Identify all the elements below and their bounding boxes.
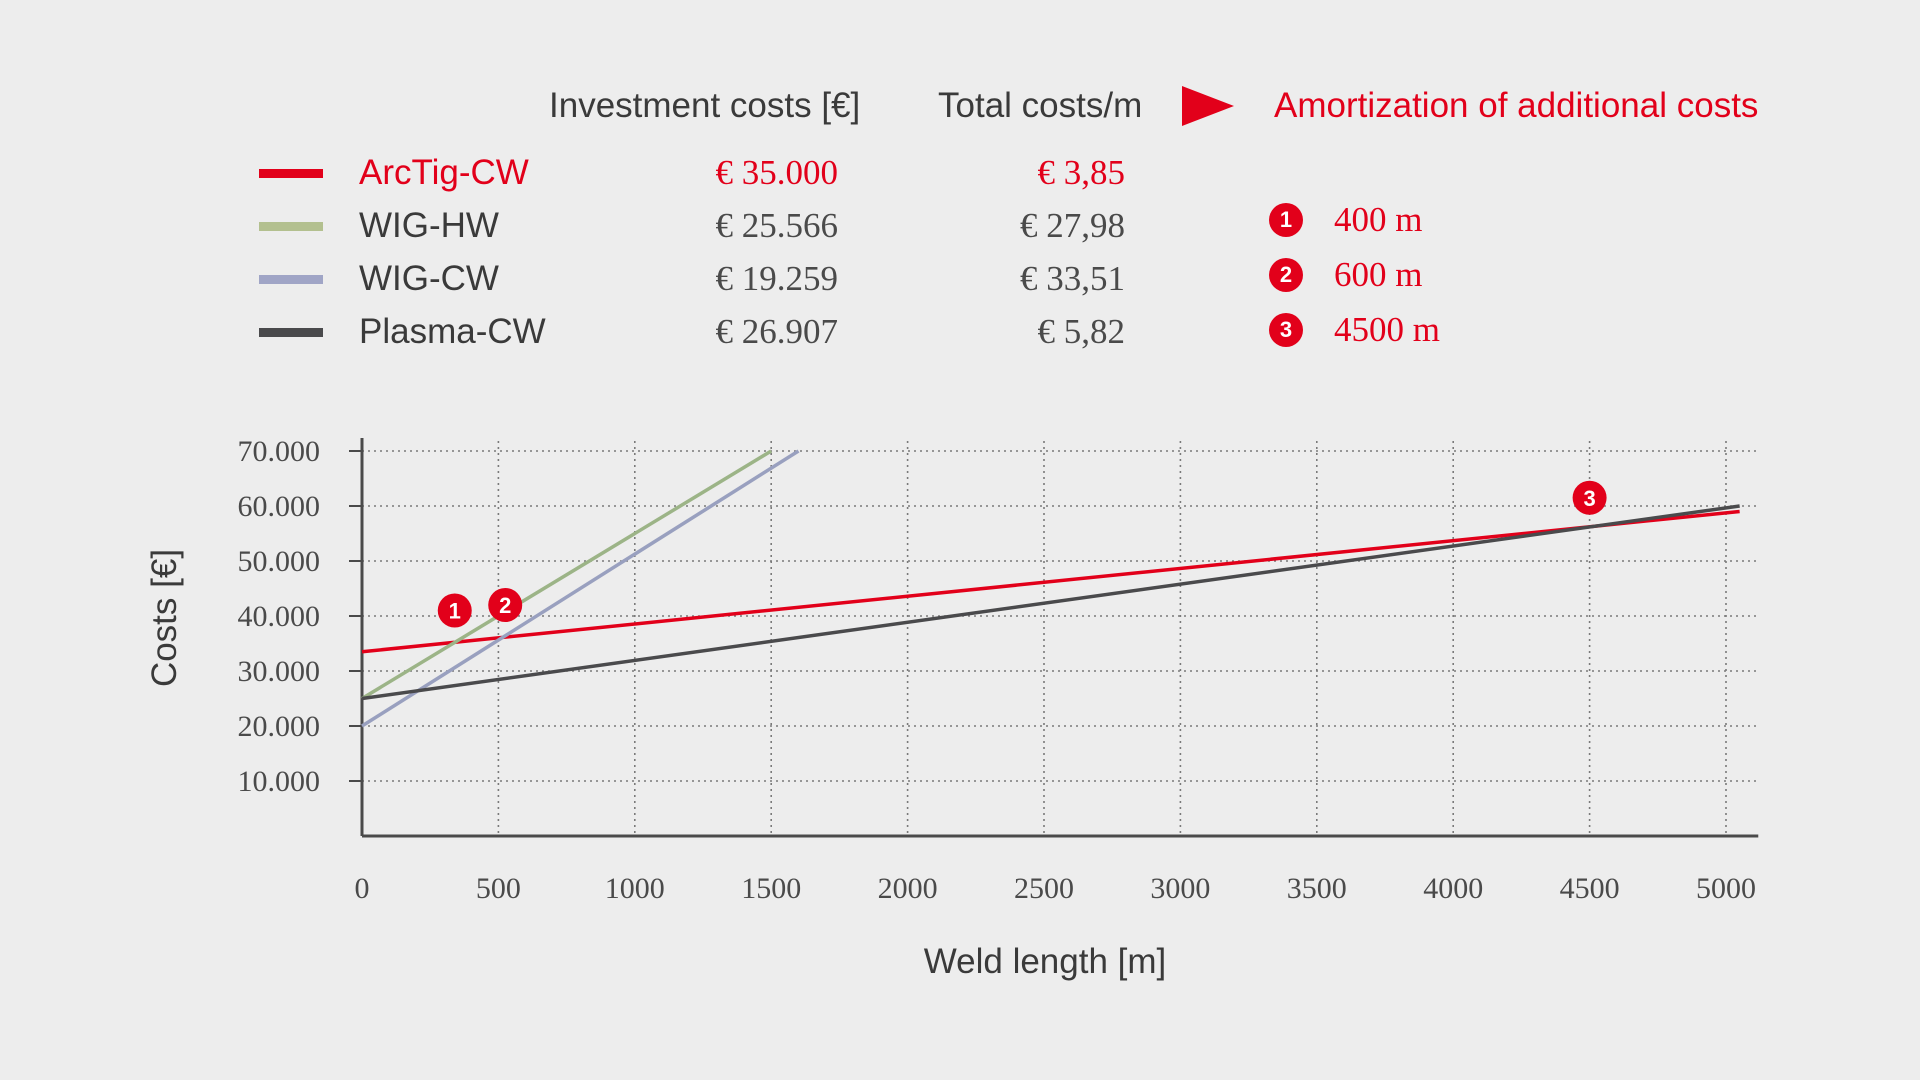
legend-row-wig-hw: WIG-HW € 25.566 € 27,98	[0, 200, 1920, 252]
number-badge-icon: 2	[1269, 258, 1303, 292]
x-tick-label: 4500	[1560, 872, 1620, 905]
play-arrow-icon	[1182, 86, 1234, 126]
marker-badge-icon	[437, 593, 472, 628]
x-axis-title: Weld length [m]	[923, 942, 1167, 981]
x-tick-label: 5000	[1696, 872, 1756, 905]
series-line-wig-cw	[361, 449, 800, 728]
legend-investment-value: € 25.566	[715, 206, 839, 245]
legend-investment-value: € 26.907	[715, 312, 839, 351]
number-badge-icon: 1	[1269, 203, 1303, 237]
y-tick-label: 40.000	[238, 600, 321, 633]
x-tick-label: 500	[476, 872, 521, 905]
series-line-plasma-cw	[361, 504, 1740, 701]
total-costs-header: Total costs/m	[938, 86, 1143, 125]
marker-badge-icon	[1572, 480, 1607, 515]
y-tick-label: 60.000	[238, 490, 321, 523]
legend-total-value: € 33,51	[1020, 259, 1125, 298]
y-tick-label: 20.000	[238, 710, 321, 743]
y-tick-label: 50.000	[238, 545, 321, 578]
series-line-arctig-cw	[361, 509, 1740, 654]
investment-costs-header: Investment costs [€]	[549, 86, 861, 125]
legend-investment-value: € 19.259	[715, 259, 839, 298]
legend-swatch	[259, 275, 323, 284]
x-tick-label: 4000	[1423, 872, 1483, 905]
legend-swatch	[259, 328, 323, 337]
legend-series-name: WIG-CW	[359, 259, 499, 298]
y-axis-title: Costs [€]	[145, 548, 184, 688]
y-tick-label: 30.000	[238, 655, 321, 688]
amortization-value: 600 m	[1334, 255, 1423, 294]
amortization-value: 400 m	[1334, 200, 1423, 239]
amortization-value: 4500 m	[1334, 310, 1440, 349]
legend-investment-value: € 35.000	[715, 153, 839, 192]
marker-label: 1	[449, 599, 461, 624]
legend-row-arctig: ArcTig-CW € 35.000 € 3,85	[0, 147, 1920, 199]
x-tick-label: 0	[355, 872, 370, 905]
legend-series-name: Plasma-CW	[359, 312, 546, 351]
series-line-wig-hw	[361, 449, 773, 700]
x-tick-label: 1500	[741, 872, 801, 905]
x-tick-label: 3500	[1287, 872, 1347, 905]
x-tick-label: 2000	[878, 872, 938, 905]
legend-total-value: € 3,85	[1037, 153, 1126, 192]
x-tick-label: 1000	[605, 872, 665, 905]
x-tick-label: 3000	[1150, 872, 1210, 905]
marker-label: 3	[1583, 486, 1595, 511]
legend-series-name: WIG-HW	[359, 206, 499, 245]
legend-row-wig-cw: WIG-CW € 19.259 € 33,51	[0, 253, 1920, 305]
legend-total-value: € 5,82	[1037, 312, 1126, 351]
number-badge-icon: 3	[1269, 313, 1303, 347]
amortization-header: Amortization of additional costs	[1274, 86, 1759, 125]
legend-swatch	[259, 169, 323, 178]
marker-label: 2	[499, 593, 511, 618]
legend-swatch	[259, 222, 323, 231]
legend-total-value: € 27,98	[1020, 206, 1125, 245]
marker-badge-icon	[488, 588, 523, 622]
legend-row-plasma: Plasma-CW € 26.907 € 5,82	[0, 306, 1920, 358]
y-tick-label: 70.000	[238, 435, 321, 468]
x-tick-label: 2500	[1014, 872, 1074, 905]
legend-series-name: ArcTig-CW	[359, 153, 529, 192]
y-tick-label: 10.000	[238, 765, 321, 798]
